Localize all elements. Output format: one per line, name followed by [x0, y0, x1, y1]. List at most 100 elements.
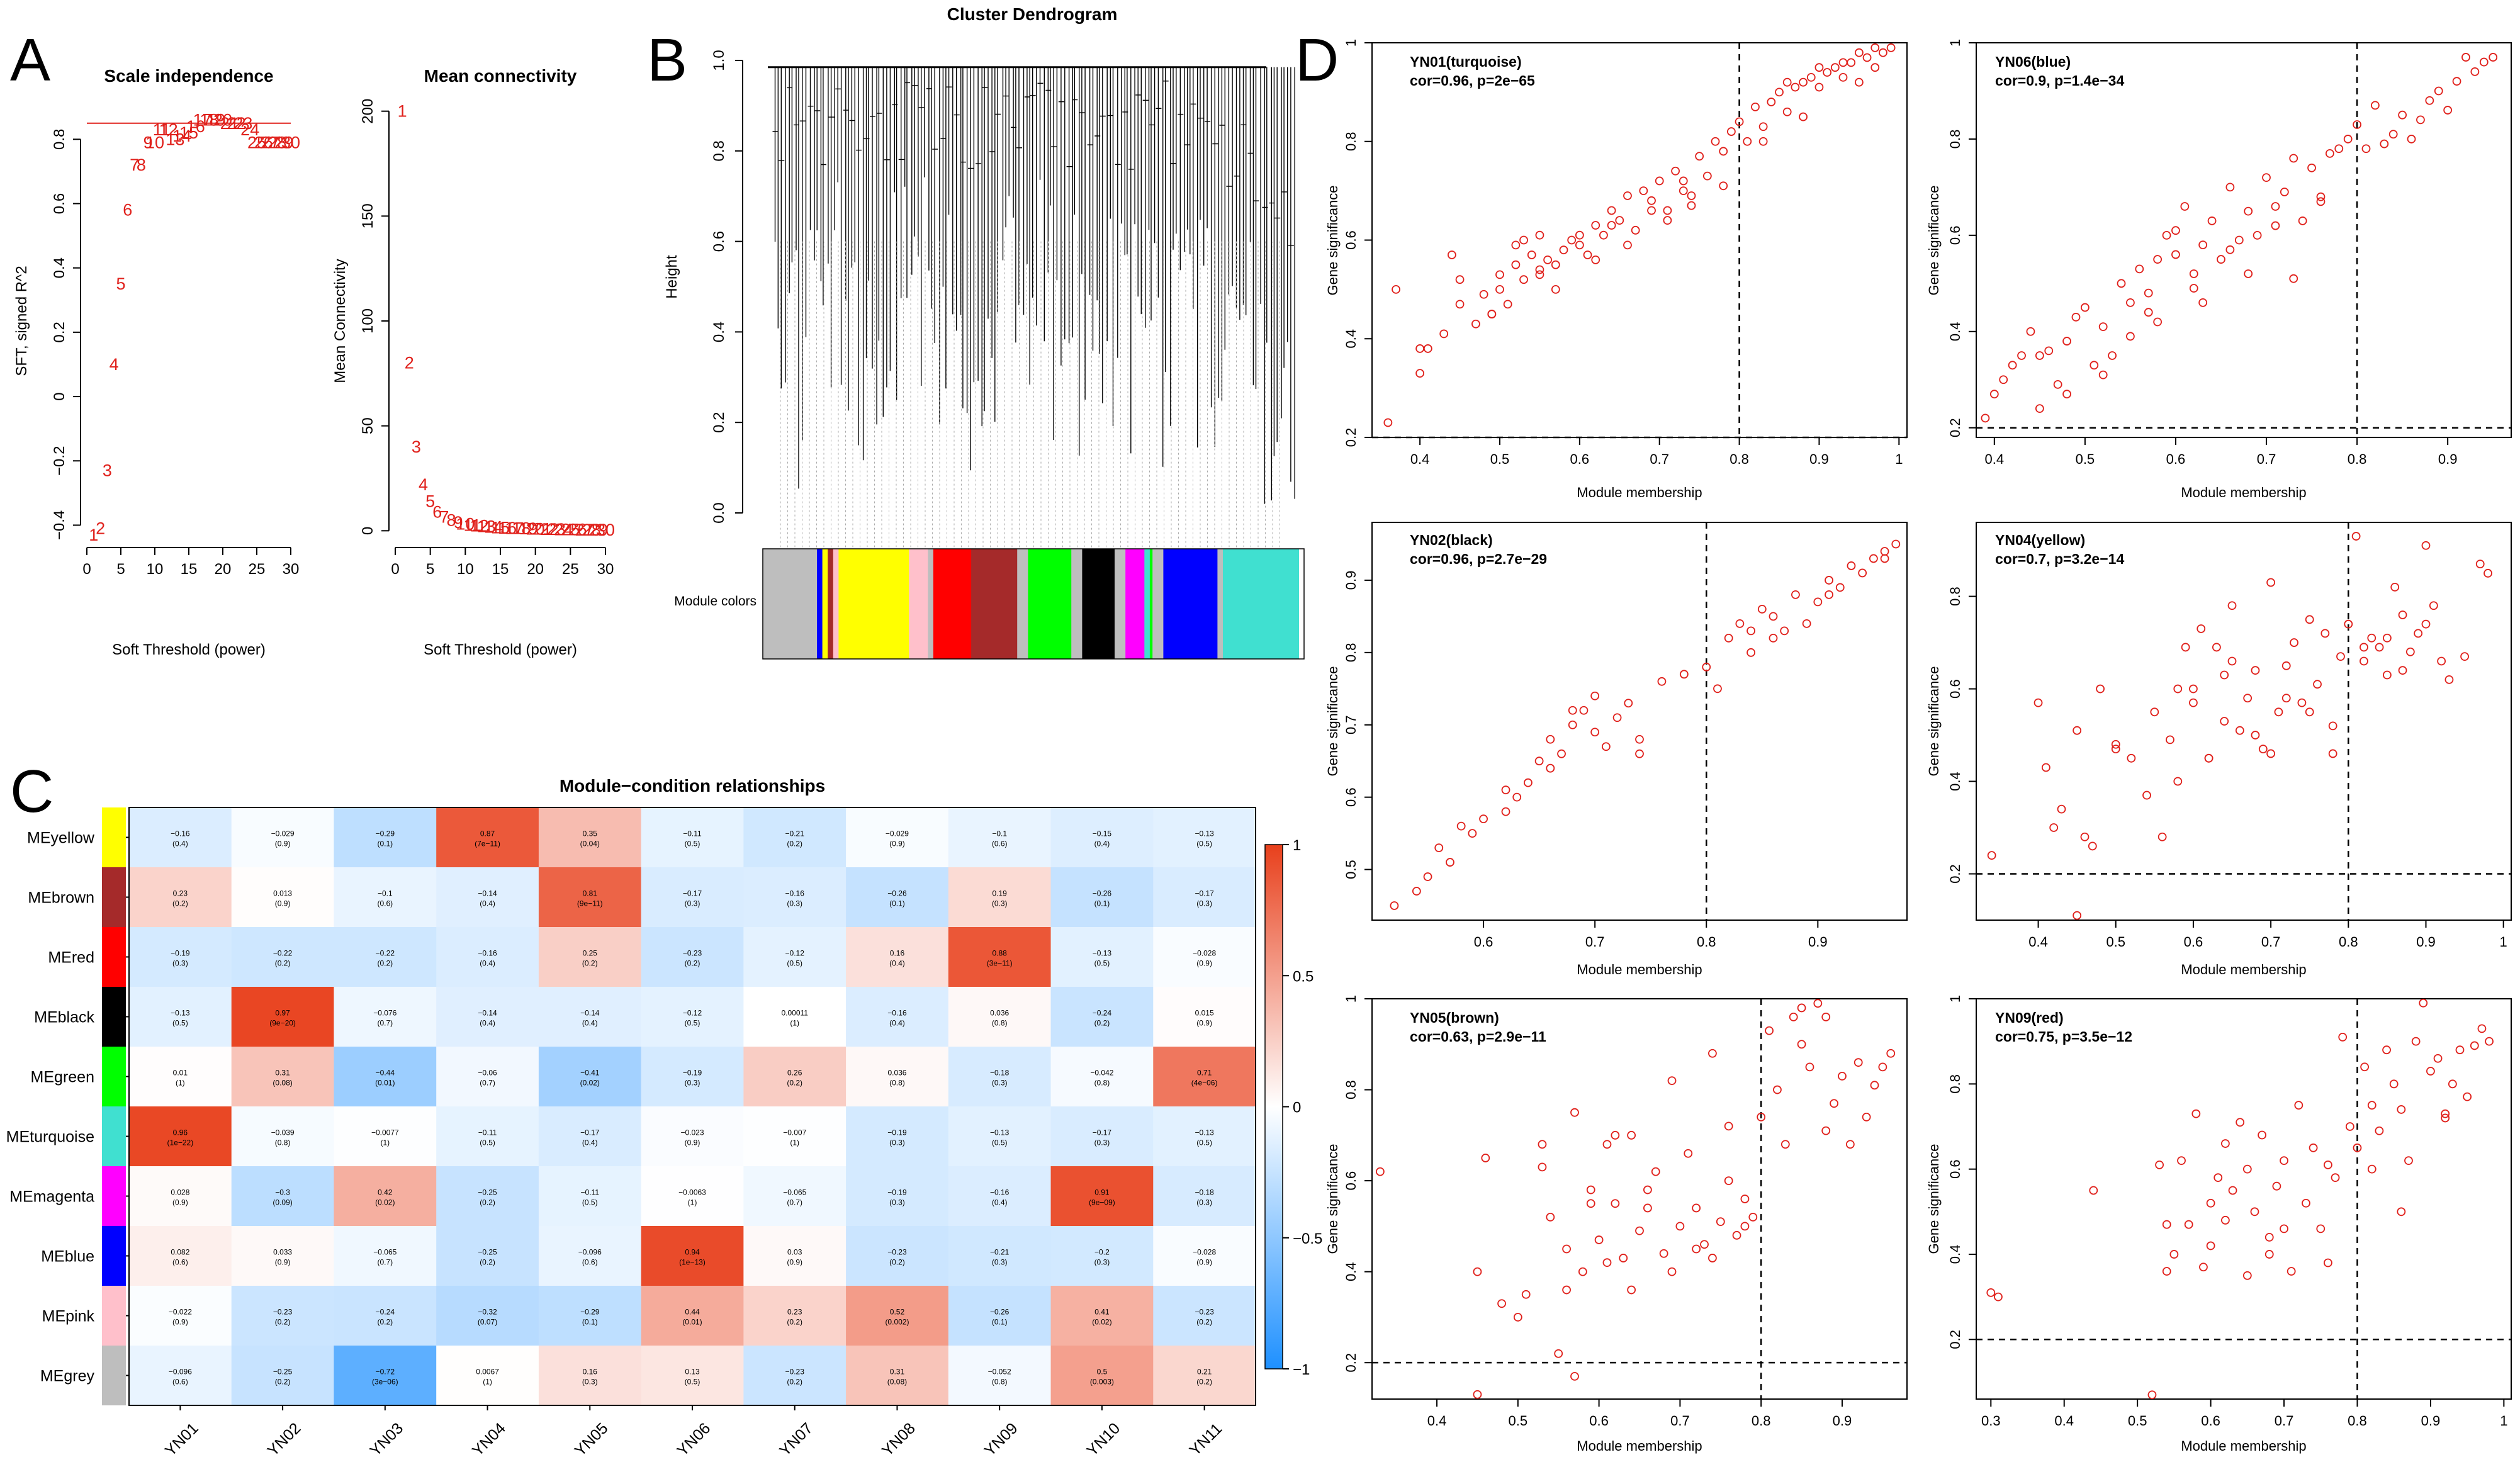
data-point	[2289, 154, 2298, 163]
y-tick-label: 0.9	[1343, 571, 1359, 590]
row-color-swatch	[102, 1047, 126, 1106]
data-point	[2382, 1045, 2391, 1055]
cell-value: −0.06	[478, 1069, 497, 1077]
y-tick-label: 0.4	[1343, 329, 1359, 349]
heatmap-cell	[846, 1166, 949, 1227]
heatmap-cell	[1153, 807, 1256, 868]
data-point-label: 16	[186, 117, 205, 136]
data-point	[2483, 568, 2492, 578]
data-point	[1797, 1003, 1806, 1013]
heatmap-cell	[334, 1286, 437, 1346]
data-point	[2155, 1160, 2164, 1169]
cell-pvalue: (0.3)	[1094, 1258, 1110, 1267]
y-tick-label: 1	[1947, 995, 1963, 1003]
data-point	[1473, 1390, 1482, 1399]
module-color-block	[822, 549, 828, 659]
data-point	[1487, 310, 1497, 318]
x-tick-label: 0.6	[1570, 451, 1590, 467]
x-tick-label: 25	[562, 561, 579, 578]
cell-value: −0.096	[578, 1248, 602, 1257]
data-point	[2166, 735, 2174, 745]
x-tick-label: 0.7	[1585, 934, 1605, 950]
module-color-block	[1125, 549, 1145, 659]
data-point	[1519, 235, 1528, 245]
heatmap-cell	[641, 1346, 744, 1406]
cell-pvalue: (0.1)	[992, 1318, 1008, 1327]
data-point	[1989, 390, 1999, 399]
chart-stat: cor=0.75, p=3.5e−12	[1995, 1028, 2132, 1045]
heatmap-cell	[436, 987, 539, 1047]
cell-value: 0.00011	[781, 1009, 808, 1018]
y-tick-label: 0.8	[711, 140, 728, 161]
plot-frame	[1371, 998, 1908, 1400]
y-axis-label: Height	[663, 255, 680, 299]
cell-value: −0.052	[988, 1368, 1011, 1376]
data-point	[1684, 1149, 1693, 1158]
y-axis-label: Mean Connectivity	[332, 259, 349, 383]
cell-pvalue: (0.5)	[1196, 840, 1212, 848]
chart-d1: 0.4 0.5 0.6 0.7 0.8 0.9 1 0.2 0.4 0.6 0.8 1 YN01(tur…	[1325, 39, 1908, 500]
cell-pvalue: (0.04)	[580, 840, 600, 848]
chart-title: YN01(turquoise)	[1410, 53, 1522, 70]
cell-pvalue: (0.2)	[787, 840, 802, 848]
cell-value: 0.5	[1097, 1368, 1108, 1376]
cell-pvalue: (0.7)	[480, 1079, 495, 1088]
cell-value: −0.72	[376, 1368, 395, 1376]
y-tick-label: 0.4	[1947, 772, 1963, 791]
heatmap-cell	[436, 1106, 539, 1167]
data-point	[2117, 279, 2126, 288]
dendrogram-leaves	[772, 67, 1295, 504]
module-color-block	[928, 549, 934, 659]
data-point-label: 13	[477, 517, 496, 536]
cell-pvalue: (0.4)	[480, 899, 495, 908]
y-tick-label: 0.2	[1343, 1353, 1359, 1373]
cell-pvalue: (0.8)	[275, 1139, 291, 1147]
cell-value: −0.16	[785, 889, 805, 898]
chart-title: Cluster Dendrogram	[947, 4, 1118, 24]
heatmap-cell	[1153, 867, 1256, 928]
data-point	[2360, 656, 2368, 666]
cell-pvalue: (0.2)	[787, 1318, 802, 1327]
x-tick-label: 15	[181, 561, 198, 578]
data-point	[2336, 652, 2345, 661]
cell-pvalue: (3e−06)	[372, 1378, 398, 1386]
cell-value: −0.16	[478, 949, 497, 958]
cell-value: −0.11	[478, 1128, 497, 1137]
data-point	[1675, 1222, 1685, 1231]
data-point	[2227, 656, 2237, 666]
data-point	[1726, 127, 1736, 136]
data-point	[1479, 814, 1488, 824]
y-tick-label: 1.0	[711, 50, 728, 70]
heatmap-cell	[846, 1346, 949, 1406]
data-point	[2258, 1130, 2267, 1140]
cell-value: −0.15	[1093, 829, 1112, 838]
y-tick-label: 0.2	[51, 322, 68, 342]
data-point	[2367, 1101, 2377, 1110]
data-point	[1535, 270, 1544, 279]
data-point	[1559, 245, 1568, 255]
cell-pvalue: (0.01)	[375, 1079, 395, 1088]
data-point	[2411, 1037, 2421, 1046]
data-point	[2242, 1164, 2252, 1174]
data-point-label: 17	[505, 519, 524, 537]
data-point	[1434, 843, 1444, 852]
data-point	[2250, 1207, 2259, 1217]
heatmap-cell	[231, 867, 334, 928]
data-point	[2382, 670, 2392, 680]
data-point	[2334, 144, 2344, 154]
row-color-swatch	[102, 1346, 126, 1405]
data-point	[1835, 583, 1845, 592]
data-point	[1455, 275, 1465, 284]
data-point-label: 27	[261, 133, 280, 152]
cell-value: −0.25	[273, 1368, 293, 1376]
data-point	[1543, 255, 1553, 264]
heatmap-cell	[231, 1226, 334, 1286]
data-point	[1735, 619, 1745, 628]
data-point	[2111, 739, 2120, 749]
data-point	[2220, 670, 2229, 680]
data-point	[2080, 832, 2090, 841]
x-tick-label: 0.9	[2438, 451, 2458, 467]
y-axis-label: Gene significance	[1325, 666, 1341, 777]
data-point	[1567, 235, 1577, 245]
data-point	[2171, 226, 2180, 235]
